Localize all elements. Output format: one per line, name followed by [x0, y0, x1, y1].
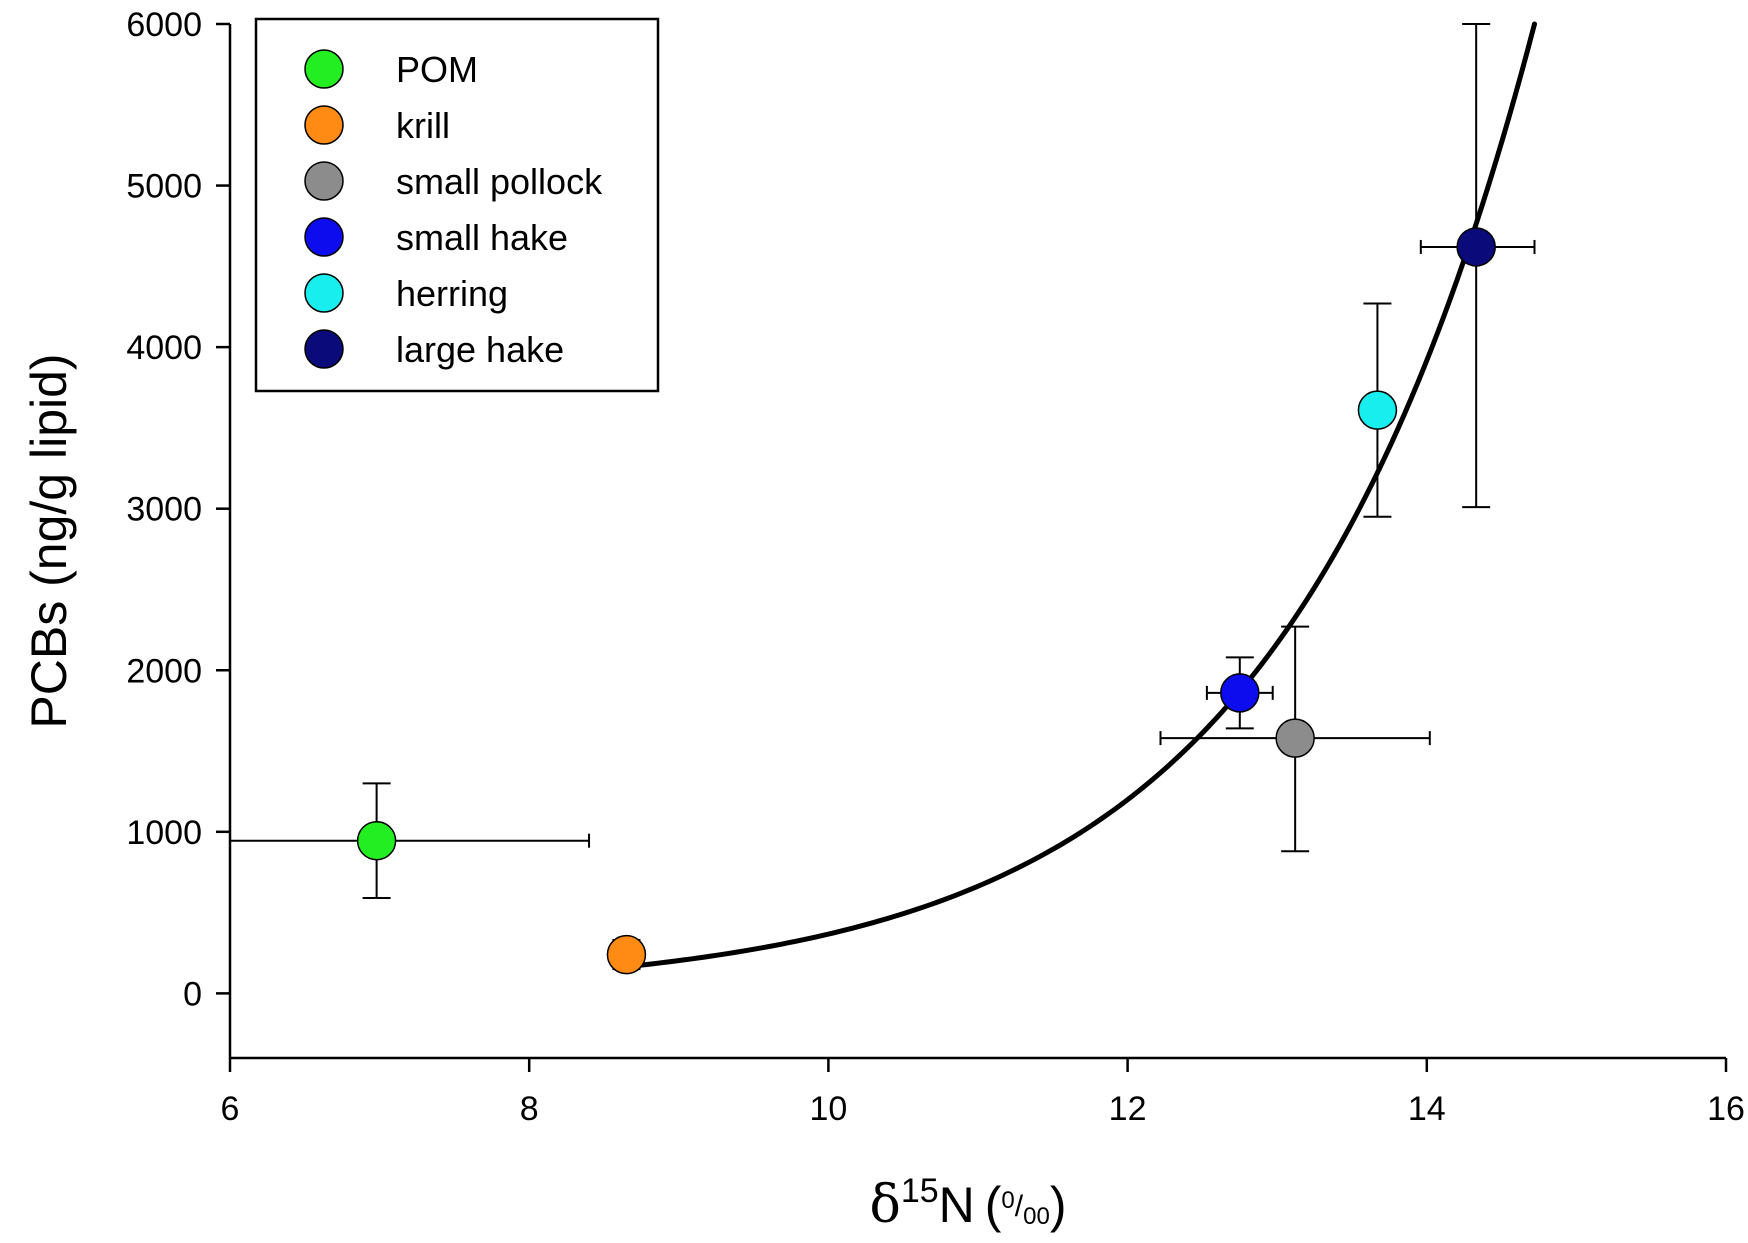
y-tick-label: 4000 — [126, 329, 202, 367]
legend-marker-krill — [304, 105, 344, 145]
legend: POM krill small pollock small hake herring la… — [254, 17, 660, 393]
x-tick-label: 14 — [1408, 1090, 1446, 1128]
x-axis-ticks: 6 8 10 12 14 16 — [221, 1058, 1745, 1128]
x-axis-title-superscript: 15 — [901, 1172, 939, 1210]
legend-marker-pom — [304, 49, 344, 89]
legend-marker-herring — [304, 273, 344, 313]
legend-label-pom: POM — [396, 49, 478, 90]
legend-label-large-hake: large hake — [396, 329, 564, 370]
legend-marker-small-pollock — [304, 161, 344, 201]
y-axis-title: PCBs (ng/g lipid) — [21, 353, 77, 728]
x-axis-title-element: N — [939, 1177, 975, 1233]
x-axis-title-close-paren: ) — [1050, 1177, 1067, 1233]
point-herring — [1357, 390, 1398, 430]
point-pom — [356, 820, 397, 861]
x-axis-title-unit-denominator: 00 — [1023, 1203, 1050, 1230]
legend-label-herring: herring — [396, 273, 508, 314]
fit-curve-layer — [623, 21, 1538, 970]
x-axis-title-unit-slash: / — [1015, 1190, 1024, 1223]
x-axis-title: δ15N (0/00) — [870, 1172, 1067, 1235]
y-tick-label: 2000 — [126, 652, 202, 690]
y-tick-label: 1000 — [126, 814, 202, 852]
legend-marker-small-hake — [304, 217, 344, 257]
y-axis-ticks: 0 1000 2000 3000 4000 5000 6000 — [126, 6, 230, 1013]
x-axis-title-open-paren: ( — [985, 1177, 1002, 1233]
data-points-layer — [356, 227, 1496, 975]
point-small-pollock — [1275, 718, 1315, 758]
x-axis-title-unit-numerator: 0 — [1001, 1187, 1014, 1214]
x-tick-label: 6 — [221, 1090, 240, 1128]
x-tick-label: 16 — [1707, 1090, 1745, 1128]
x-tick-label: 10 — [809, 1090, 847, 1128]
x-tick-label: 12 — [1109, 1090, 1147, 1128]
y-tick-label: 3000 — [126, 491, 202, 529]
legend-label-krill: krill — [396, 105, 450, 146]
point-krill — [606, 934, 647, 975]
x-axis-title-delta: δ — [870, 1175, 901, 1235]
x-tick-label: 8 — [520, 1090, 539, 1128]
y-tick-label: 5000 — [126, 168, 202, 206]
point-small-hake — [1220, 673, 1260, 713]
legend-marker-large-hake — [304, 329, 344, 369]
fit-curve — [623, 21, 1538, 970]
y-tick-label: 6000 — [126, 6, 202, 44]
point-large-hake — [1456, 227, 1496, 267]
axes — [228, 24, 1726, 1060]
y-tick-label: 0 — [183, 975, 202, 1013]
legend-label-small-pollock: small pollock — [396, 161, 603, 202]
legend-label-small-hake: small hake — [396, 217, 568, 258]
